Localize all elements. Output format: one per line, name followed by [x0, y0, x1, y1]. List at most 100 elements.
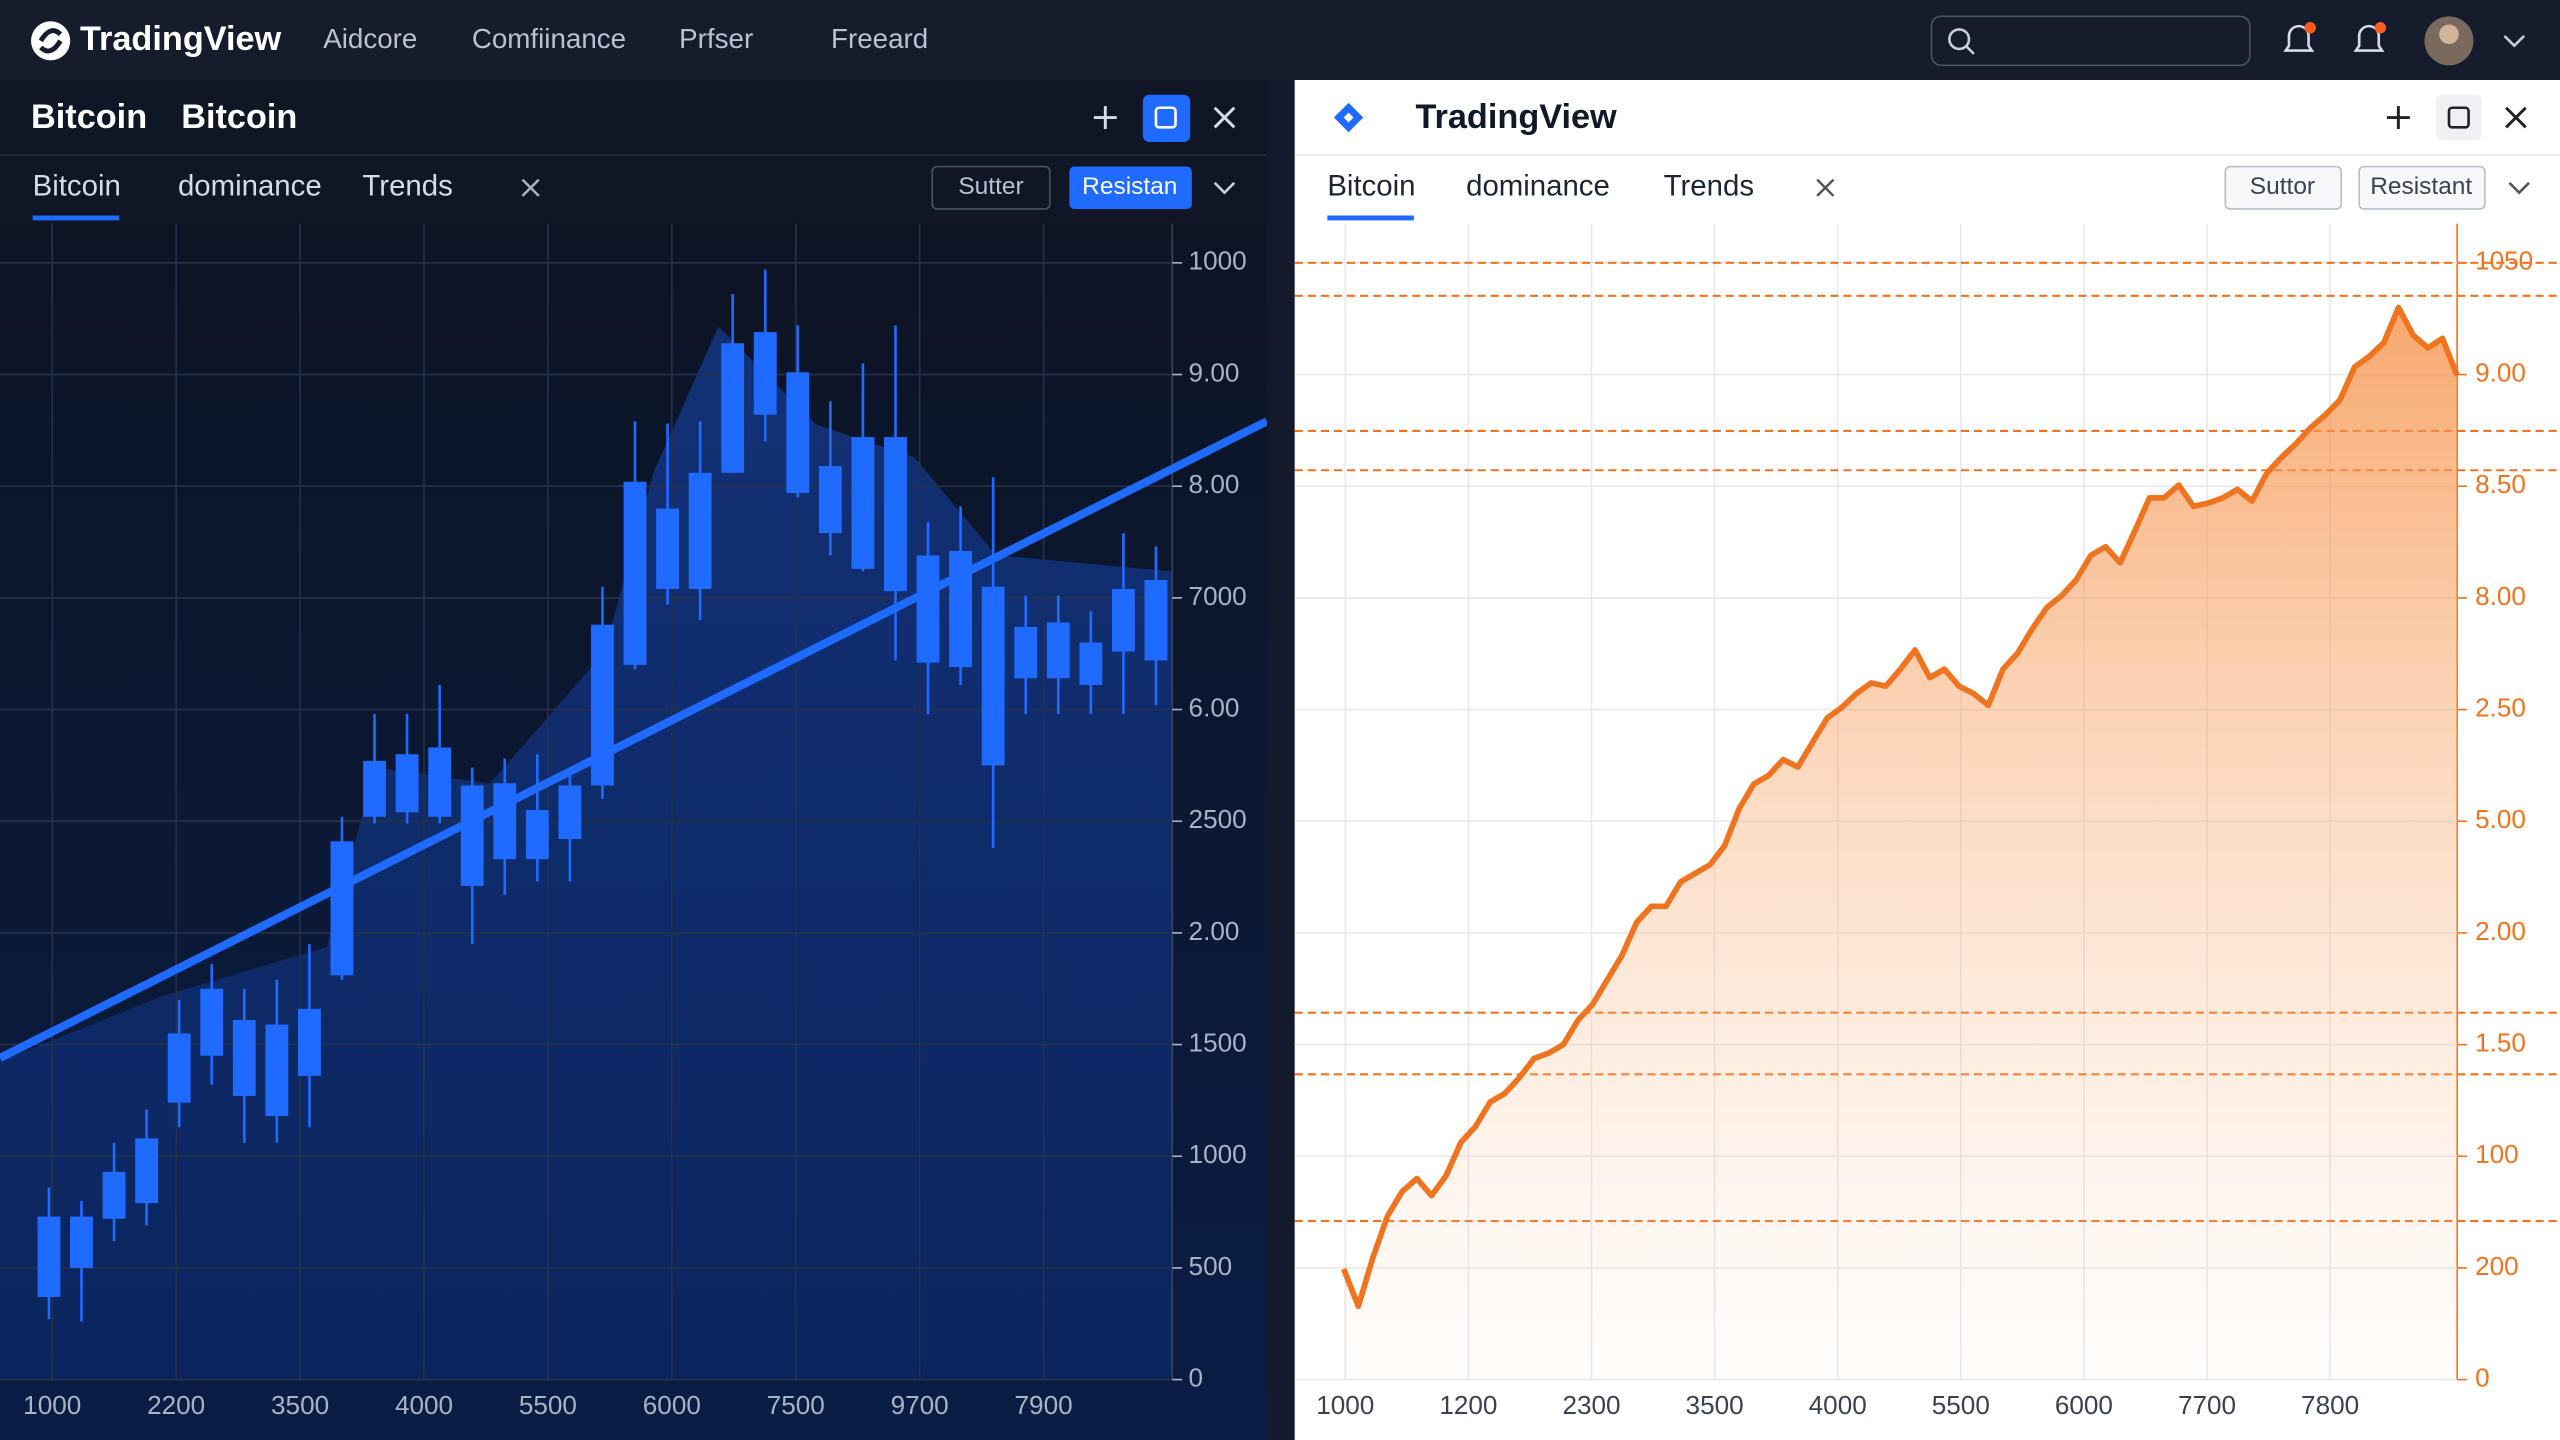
- y-tick-label: 5.00: [2475, 804, 2526, 834]
- y-tick-label: 9.00: [2475, 357, 2526, 387]
- candle-body: [721, 343, 745, 473]
- tab[interactable]: Trends: [1664, 170, 1754, 203]
- brand-logo-mark: [38, 28, 63, 54]
- avatar-face: [2439, 24, 2459, 45]
- x-tick-label: 6000: [2055, 1390, 2113, 1420]
- tab-close[interactable]: [1816, 178, 1835, 197]
- nav-item[interactable]: Aidcore: [323, 23, 417, 54]
- candle-body: [1014, 626, 1038, 679]
- tab-close[interactable]: [521, 178, 540, 197]
- y-tick-label: 2.00: [1189, 916, 1240, 946]
- tab[interactable]: dominance: [178, 170, 322, 203]
- candle-body: [1046, 622, 1070, 679]
- y-tick-label: 1.50: [2475, 1027, 2526, 1057]
- button[interactable]: [931, 165, 1051, 210]
- area-fill: [0, 326, 1173, 1380]
- y-tick-label: 7000: [1189, 581, 1247, 611]
- candle-body: [623, 481, 647, 665]
- button-label: Resistan: [1082, 173, 1177, 200]
- y-tick-label: 2.50: [2475, 692, 2526, 722]
- button-label: Resistant: [2370, 173, 2472, 200]
- notification-icon[interactable]: [2283, 24, 2315, 52]
- y-tick-label: 8.50: [2475, 469, 2526, 499]
- button[interactable]: [1069, 166, 1192, 209]
- y-tick-label: 0: [2475, 1362, 2490, 1392]
- line-chart: 1000 1200 2300 3500 4000 5500 6000 7700 7800 0 200…: [1294, 223, 2560, 1420]
- close-button[interactable]: [2505, 106, 2527, 129]
- y-tick-label: 1000: [1189, 1139, 1247, 1169]
- tab[interactable]: dominance: [1466, 170, 1610, 203]
- candle-body: [818, 466, 842, 534]
- panel-title: Bitcoin: [31, 98, 147, 136]
- tab[interactable]: Trends: [362, 170, 452, 203]
- candle-body: [981, 586, 1005, 766]
- y-tick-label: 8.00: [1189, 469, 1240, 499]
- y-tick-label: 2500: [1189, 804, 1247, 834]
- panel-title: Bitcoin: [181, 98, 297, 136]
- x-tick-label: 1000: [1316, 1390, 1374, 1420]
- candle-body: [1111, 588, 1135, 652]
- panel-title: TradingView: [1416, 98, 1618, 136]
- candle-body: [884, 437, 907, 592]
- notification-dot: [2304, 22, 2316, 34]
- candle-body: [70, 1216, 93, 1268]
- search-icon: [1964, 44, 1975, 55]
- y-tick-label: 9.00: [1189, 357, 1240, 387]
- x-tick-label: 3500: [1686, 1390, 1744, 1420]
- candle-body: [37, 1216, 61, 1297]
- line: [1341, 304, 2460, 1310]
- candle-body: [851, 437, 875, 569]
- x-tick-label: 3500: [271, 1390, 329, 1420]
- button[interactable]: [2224, 165, 2343, 210]
- candle-body: [200, 988, 224, 1056]
- x-tick-label: 7700: [2178, 1390, 2236, 1420]
- search-box[interactable]: [1930, 15, 2251, 67]
- candle-body: [1079, 642, 1103, 685]
- candle-body: [135, 1138, 159, 1204]
- splitter[interactable]: [1266, 80, 1295, 1440]
- layout-button[interactable]: [1142, 94, 1191, 143]
- x-tick-label: 4000: [1809, 1390, 1867, 1420]
- x-tick-label: 7900: [1015, 1390, 1073, 1420]
- y-tick-label: 2.00: [2475, 916, 2526, 946]
- alert-icon[interactable]: [2353, 24, 2385, 52]
- close-button[interactable]: [1213, 106, 1236, 129]
- tab-underline: [1327, 215, 1414, 221]
- dropdown[interactable]: [2508, 181, 2530, 195]
- layout-button[interactable]: [2435, 94, 2482, 141]
- button-label: Suttor: [2250, 173, 2315, 200]
- candle-body: [558, 785, 582, 840]
- y-tick-label: 1000: [1189, 246, 1247, 276]
- y-tick-label: 8.00: [2475, 581, 2526, 611]
- nav-item[interactable]: Comfiinance: [472, 23, 626, 54]
- candle-body: [591, 624, 614, 786]
- candle-body: [493, 783, 517, 860]
- brand: TradingView: [80, 20, 282, 58]
- candle-body: [525, 810, 549, 860]
- button-label: Sutter: [958, 173, 1023, 200]
- y-tick-label: 500: [1189, 1251, 1233, 1281]
- dropdown[interactable]: [1213, 181, 1236, 195]
- menu-chevron[interactable]: [2503, 34, 2526, 48]
- search-icon: [1948, 28, 1971, 51]
- nav-item[interactable]: Prfser: [679, 23, 753, 54]
- tab[interactable]: Bitcoin: [33, 170, 121, 203]
- x-tick-label: 5500: [519, 1390, 577, 1420]
- layout-icon: [1154, 106, 1177, 129]
- y-tick-label: 200: [2475, 1251, 2519, 1281]
- candlestick-chart: 1000 2200 3500 4000 5500 6000 7500 9700 7900 0 500…: [0, 223, 1247, 1420]
- candle-body: [428, 747, 452, 817]
- candle-body: [330, 841, 354, 976]
- add-button[interactable]: [2386, 106, 2410, 129]
- layout-icon: [2447, 106, 2470, 129]
- y-tick-label: 6.00: [1189, 692, 1240, 722]
- tab[interactable]: Bitcoin: [1327, 170, 1415, 203]
- x-tick-label: 2300: [1562, 1390, 1620, 1420]
- add-button[interactable]: [1093, 106, 1117, 129]
- y-tick-label: 1050: [2475, 246, 2533, 276]
- candle-body: [1144, 580, 1168, 661]
- nav-item[interactable]: Freeard: [831, 23, 928, 54]
- button[interactable]: [2358, 165, 2486, 210]
- candle-body: [363, 760, 386, 817]
